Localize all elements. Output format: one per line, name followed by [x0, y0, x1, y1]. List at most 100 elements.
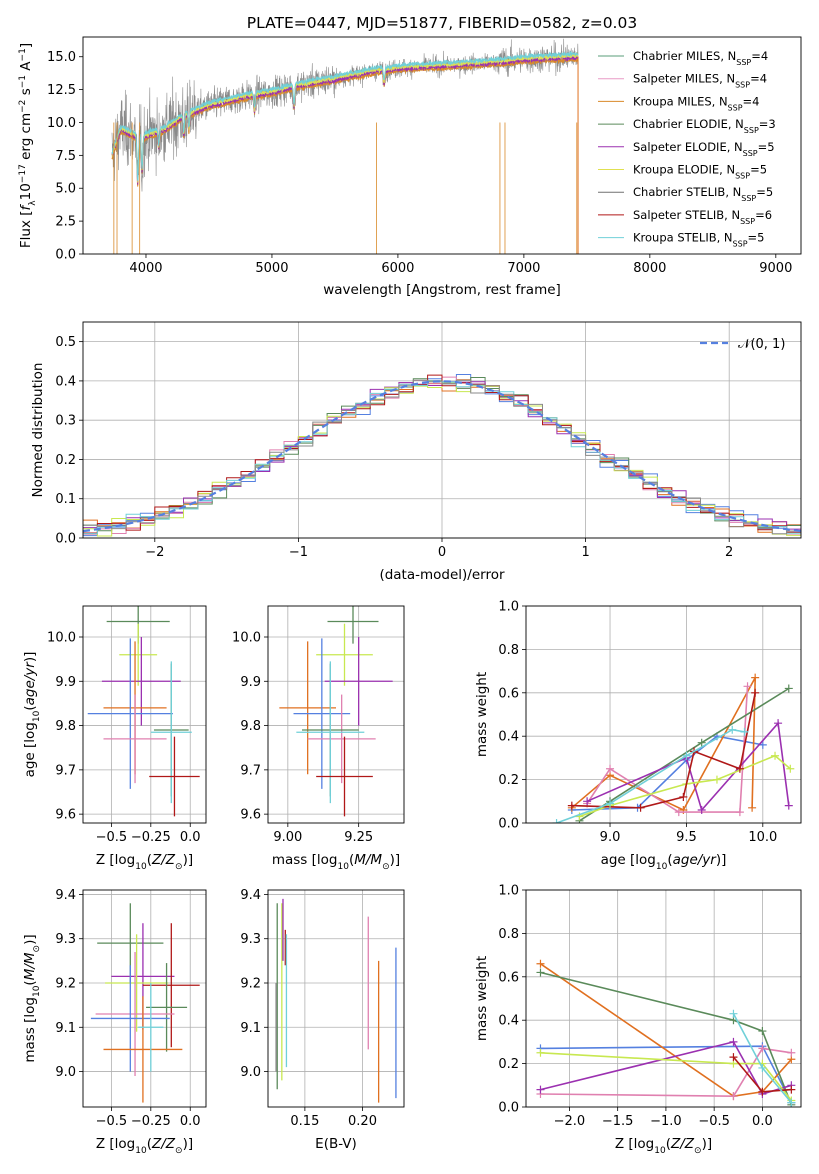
weight-marker	[567, 801, 576, 810]
axes-frame	[82, 605, 207, 824]
y-axis-label: Flux [fλ10−17 erg cm−2 s−1 A−1]	[18, 43, 38, 248]
axes-frame	[267, 889, 405, 1108]
y-axis-label: mass [log10(M/M⊙)]	[22, 934, 42, 1062]
weight-line	[540, 1040, 792, 1095]
errorbar-series	[87, 606, 200, 817]
y-tick-label: 9.7	[55, 763, 76, 778]
weight-marker	[728, 725, 737, 734]
weight-marker	[751, 688, 760, 697]
y-axis-label: age [log10(age/yr)]	[22, 652, 42, 778]
y-tick-label: 0.0	[55, 532, 76, 547]
weight-vs-age-panel: 9.0 9.5 10.0 0.0 0.2 0.4 0.6 0.8 1.0 age [log10(a…	[474, 600, 802, 872]
legend-label: Salpeter MILES, NSSP=4	[633, 72, 767, 90]
weight-marker	[758, 740, 767, 749]
weight-marker	[743, 682, 752, 691]
weight-marker	[606, 799, 615, 808]
weight-line	[571, 692, 756, 809]
residuals-panel: −2 −1 0 1 2 0.0 0.1 0.2 0.3 0.4 0.5 𝒩(0, 1) (data-mo…	[30, 321, 802, 583]
weight-marker	[552, 819, 561, 823]
weight-marker	[784, 684, 793, 693]
weight-line	[540, 1047, 792, 1098]
y-tick-label: 0.0	[55, 248, 76, 263]
y-tick-label: 9.9	[240, 675, 261, 690]
x-tick-label: 0.0	[180, 830, 201, 845]
y-tick-label: 0.0	[498, 817, 519, 832]
model-spectrum	[111, 52, 579, 183]
legend-label: Salpeter STELIB, NSSP=6	[633, 208, 772, 226]
y-tick-label: 0.4	[498, 1014, 519, 1029]
weight-marker	[729, 1092, 738, 1101]
y-tick-label: 9.4	[240, 888, 261, 903]
x-tick-label: 9000	[759, 261, 792, 276]
y-tick-label: 0.3	[55, 414, 76, 429]
y-tick-label: 10.0	[47, 116, 76, 131]
y-tick-label: 0.4	[498, 730, 519, 745]
weight-marker	[712, 775, 721, 784]
weight-marker	[729, 1053, 738, 1062]
y-tick-label: 9.3	[55, 932, 76, 947]
legend-label: Chabrier STELIB, NSSP=5	[633, 185, 773, 203]
legend-label: 𝒩(0, 1)	[738, 337, 785, 352]
weight-marker	[679, 792, 688, 801]
y-tick-label: 0.2	[498, 773, 519, 788]
x-tick-label: 6000	[381, 261, 414, 276]
weight-line	[540, 963, 792, 1098]
age-vs-mass-panel: 9.00 9.25 9.6 9.7 9.8 9.9 10.0 mass [log10(M/M⊙…	[232, 605, 405, 872]
x-tick-label: −1.0	[650, 1114, 682, 1129]
x-tick-label: 9.00	[273, 830, 302, 845]
weight-marker	[697, 805, 706, 814]
weight-marker	[786, 764, 795, 773]
x-tick-label: −0.5	[96, 830, 128, 845]
age-vs-metallicity-panel: −0.5 −0.25 0.0 9.6 9.7 9.8 9.9 10.0 Z [log10(Z/Z…	[22, 605, 207, 872]
weight-marker	[682, 751, 691, 760]
y-tick-label: 9.8	[240, 719, 261, 734]
weight-marker	[758, 1044, 767, 1053]
x-tick-label: 0.0	[752, 1114, 773, 1129]
x-tick-label: −1	[289, 545, 308, 560]
weight-marker	[771, 751, 780, 760]
x-axis-label: Z [log10(Z/Z⊙)]	[615, 1136, 712, 1156]
y-tick-label: 0.0	[498, 1101, 519, 1116]
weight-marker	[787, 1098, 796, 1107]
y-tick-label: 9.0	[240, 1065, 261, 1080]
weight-marker	[787, 1048, 796, 1057]
axes-frame	[82, 321, 802, 539]
weight-marker	[735, 808, 744, 817]
x-axis-label: age [log10(age/yr)]	[601, 852, 727, 872]
y-tick-label: 0.2	[55, 453, 76, 468]
x-tick-label: 8000	[633, 261, 666, 276]
y-tick-label: 0.4	[55, 374, 76, 389]
x-tick-label: −0.5	[96, 1114, 128, 1129]
grid-lines	[526, 889, 801, 1108]
weight-marker	[758, 1087, 767, 1096]
weight-marker	[784, 801, 793, 810]
legend-label: Kroupa STELIB, NSSP=5	[633, 231, 764, 249]
spectrum-panel: 4000 5000 6000 7000 8000 9000 0.0 2.5 5.0 7.5 10.0…	[18, 14, 802, 298]
errorbar-series	[279, 606, 393, 817]
weight-line	[586, 686, 749, 813]
y-tick-label: 9.0	[55, 1065, 76, 1080]
x-tick-label: −0.25	[131, 830, 171, 845]
y-tick-label: 9.1	[55, 1021, 76, 1036]
spectrum-lines	[111, 38, 579, 254]
x-tick-label: −0.5	[698, 1114, 730, 1129]
errorbar-series	[90, 903, 200, 1103]
legend-label: Salpeter ELODIE, NSSP=5	[633, 140, 775, 158]
y-tick-label: 10.0	[232, 631, 261, 646]
weight-series	[536, 959, 796, 1107]
y-tick-label: 9.9	[55, 675, 76, 690]
y-tick-label: 1.0	[498, 600, 519, 615]
y-tick-label: 0.1	[55, 492, 76, 507]
y-tick-label: 9.2	[240, 977, 261, 992]
y-tick-label: 9.6	[55, 808, 76, 823]
weight-marker	[536, 959, 545, 968]
x-tick-label: 9.5	[676, 830, 697, 845]
weight-marker	[636, 803, 645, 812]
chart-title: PLATE=0447, MJD=51877, FIBERID=0582, z=0…	[247, 14, 637, 32]
x-tick-label: 0	[438, 545, 446, 560]
y-axis-label: mass weight	[474, 672, 490, 757]
weight-line	[540, 1052, 793, 1101]
model-spectrum	[111, 50, 579, 181]
weight-marker	[748, 803, 757, 812]
